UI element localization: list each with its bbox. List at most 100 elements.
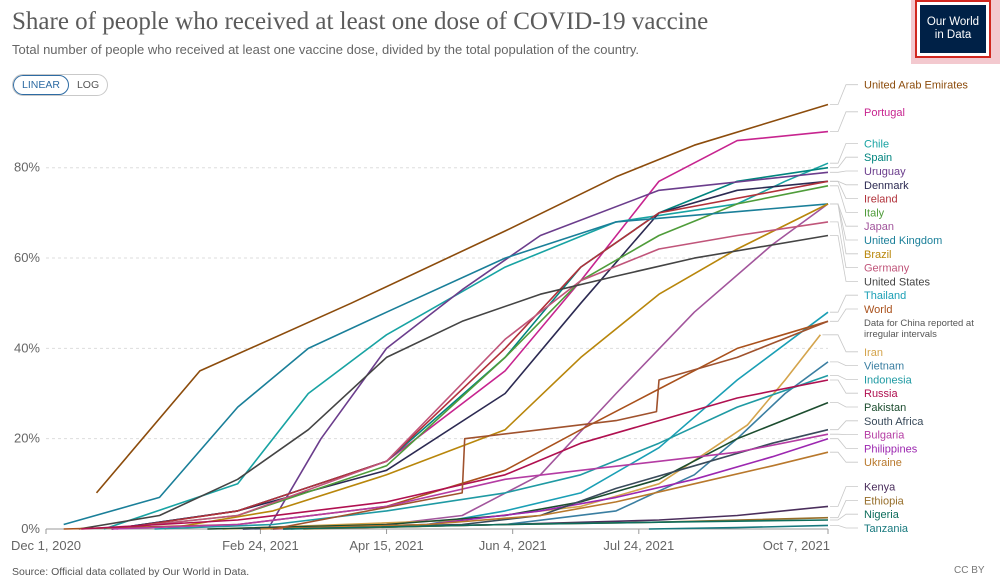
license-link[interactable]: CC BY bbox=[954, 565, 985, 576]
legend-label-united-kingdom[interactable]: United Kingdom bbox=[864, 235, 942, 247]
legend-label-vietnam[interactable]: Vietnam bbox=[864, 361, 904, 373]
legend-label-ireland[interactable]: Ireland bbox=[864, 194, 898, 206]
legend-label-portugal[interactable]: Portugal bbox=[864, 107, 905, 119]
connector-germany bbox=[830, 221, 858, 269]
series-line-nigeria[interactable] bbox=[283, 519, 829, 530]
legend-label-kenya[interactable]: Kenya bbox=[864, 482, 896, 494]
legend-label-united-arab-emirates[interactable]: United Arab Emirates bbox=[864, 80, 968, 92]
legend-label-ethiopia[interactable]: Ethiopia bbox=[864, 495, 905, 507]
legend-label-brazil[interactable]: Brazil bbox=[864, 249, 892, 261]
series-line-thailand[interactable] bbox=[270, 311, 829, 530]
chart-subtitle: Total number of people who received at l… bbox=[12, 42, 640, 57]
x-tick-label: Feb 24, 2021 bbox=[222, 538, 299, 553]
legend-label-russia[interactable]: Russia bbox=[864, 388, 899, 400]
y-tick-label: 80% bbox=[14, 160, 40, 175]
legend-label-world[interactable]: World bbox=[864, 304, 893, 316]
connector-united-states bbox=[830, 235, 858, 282]
legend-label-chile[interactable]: Chile bbox=[864, 138, 889, 150]
y-tick-label: 60% bbox=[14, 250, 40, 265]
connector-japan bbox=[830, 203, 858, 227]
connector-iran bbox=[822, 334, 858, 353]
legend-label-germany[interactable]: Germany bbox=[864, 263, 910, 275]
legend-label-nigeria[interactable]: Nigeria bbox=[864, 509, 900, 521]
y-tick-label: 20% bbox=[14, 431, 40, 446]
x-tick-label: Dec 1, 2020 bbox=[11, 538, 81, 553]
legend-label-bulgaria[interactable]: Bulgaria bbox=[864, 430, 905, 442]
connector-ukraine bbox=[830, 451, 858, 463]
connector-russia bbox=[830, 379, 858, 394]
connector-vietnam bbox=[830, 361, 858, 367]
series-line-world[interactable] bbox=[63, 320, 829, 530]
legend-label-spain[interactable]: Spain bbox=[864, 152, 892, 164]
owid-logo[interactable]: Our World in Data bbox=[917, 2, 989, 56]
series-line-china[interactable] bbox=[272, 320, 829, 530]
series-lines bbox=[63, 103, 829, 530]
series-line-ukraine[interactable] bbox=[260, 451, 829, 530]
connector-italy bbox=[830, 185, 858, 213]
legend-label-denmark[interactable]: Denmark bbox=[864, 180, 909, 192]
source-note: Source: Official data collated by Our Wo… bbox=[12, 566, 250, 578]
x-axis: Dec 1, 2020 Feb 24, 2021 Apr 15, 2021 Jun 4… bbox=[11, 529, 830, 553]
log-scale-button[interactable]: LOG bbox=[76, 79, 100, 91]
series-line-denmark[interactable] bbox=[111, 180, 829, 530]
series-line-south-africa[interactable] bbox=[242, 428, 829, 530]
linear-scale-button[interactable]: LINEAR bbox=[13, 75, 69, 95]
y-axis: 0% 20% 40% 60% 80% bbox=[14, 160, 40, 536]
connector-ethiopia bbox=[830, 499, 858, 519]
connector-indonesia bbox=[830, 375, 858, 380]
label-connectors bbox=[822, 84, 858, 529]
connector-thailand bbox=[830, 294, 858, 313]
legend-label-philippines[interactable]: Philippines bbox=[864, 443, 918, 455]
series-line-indonesia[interactable] bbox=[154, 374, 829, 530]
series-line-tanzania[interactable] bbox=[648, 524, 829, 530]
connector-tanzania bbox=[830, 525, 858, 529]
logo-line-1: Our World bbox=[926, 16, 980, 28]
connector-world bbox=[830, 308, 858, 322]
series-line-bulgaria[interactable] bbox=[111, 433, 829, 530]
series-line-ireland[interactable] bbox=[116, 180, 829, 530]
legend-label-iran[interactable]: Iran bbox=[864, 347, 883, 359]
chart-title: Share of people who received at least on… bbox=[12, 8, 709, 35]
x-tick-label: Apr 15, 2021 bbox=[349, 538, 423, 553]
connector-south-africa bbox=[830, 420, 858, 431]
series-line-brazil[interactable] bbox=[164, 203, 829, 530]
connector-ireland bbox=[830, 180, 858, 200]
legend-label-ukraine[interactable]: Ukraine bbox=[864, 457, 902, 469]
logo-container[interactable]: Our World in Data bbox=[911, 0, 1000, 64]
connector-chile bbox=[830, 142, 858, 164]
series-line-united-arab-emirates[interactable] bbox=[95, 103, 829, 494]
y-tick-label: 0% bbox=[21, 521, 40, 536]
connector-pakistan bbox=[830, 402, 858, 408]
connector-portugal bbox=[830, 111, 858, 133]
legend-label-japan[interactable]: Japan bbox=[864, 221, 894, 233]
legend-label-uruguay[interactable]: Uruguay bbox=[864, 166, 906, 178]
legend-label-tanzania[interactable]: Tanzania bbox=[864, 523, 909, 535]
legend-labels: United Arab Emirates Portugal Chile Spain Ur… bbox=[864, 80, 968, 535]
connector-brazil bbox=[830, 203, 858, 255]
logo-line-2: in Data bbox=[934, 29, 972, 41]
connector-uruguay bbox=[830, 170, 858, 173]
legend-label-italy[interactable]: Italy bbox=[864, 207, 885, 219]
legend-label-indonesia[interactable]: Indonesia bbox=[864, 374, 913, 386]
legend-label-united-states[interactable]: United States bbox=[864, 276, 931, 288]
connector-philippines bbox=[830, 438, 858, 449]
series-line-germany[interactable] bbox=[111, 221, 829, 530]
legend-label-thailand[interactable]: Thailand bbox=[864, 290, 906, 302]
series-line-united-kingdom[interactable] bbox=[63, 203, 829, 526]
legend-label-south-africa[interactable]: South Africa bbox=[864, 416, 924, 428]
series-line-pakistan[interactable] bbox=[207, 401, 829, 530]
series-line-uruguay[interactable] bbox=[267, 171, 829, 530]
connector-nigeria bbox=[830, 513, 858, 521]
x-tick-label: Jul 24, 2021 bbox=[603, 538, 674, 553]
x-tick-label: Oct 7, 2021 bbox=[763, 538, 830, 553]
connector-spain bbox=[830, 156, 858, 169]
scale-toggle: LINEAR LOG bbox=[12, 74, 109, 96]
series-line-united-states[interactable] bbox=[78, 234, 829, 530]
legend-label-pakistan[interactable]: Pakistan bbox=[864, 402, 906, 414]
annotation: Data for China reported at irregular inte… bbox=[864, 318, 974, 340]
series-line-portugal[interactable] bbox=[111, 130, 829, 530]
x-tick-label: Jun 4, 2021 bbox=[479, 538, 547, 553]
series-line-russia[interactable] bbox=[81, 379, 829, 530]
connector-kenya bbox=[830, 486, 858, 507]
series-line-chile[interactable] bbox=[103, 162, 829, 530]
